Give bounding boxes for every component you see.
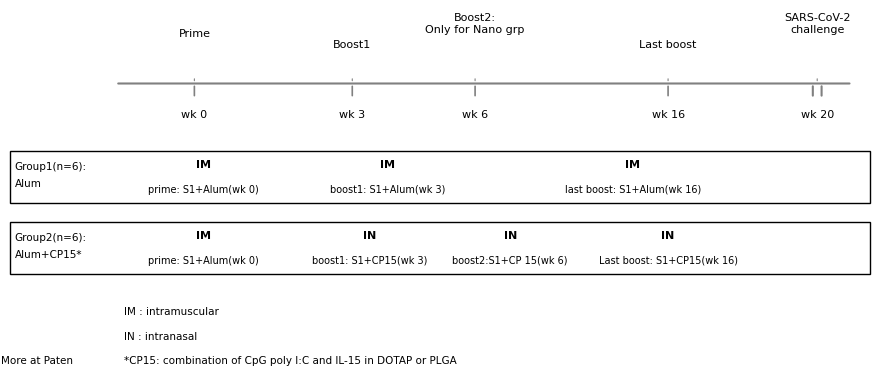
- Text: IM: IM: [380, 160, 395, 170]
- Text: wk 3: wk 3: [339, 110, 365, 120]
- Text: IM: IM: [626, 160, 641, 170]
- Text: IM: IM: [195, 231, 210, 241]
- Text: IM: IM: [195, 160, 210, 170]
- Text: Group2(n=6):: Group2(n=6):: [15, 233, 86, 243]
- Text: Boost2:
Only for Nano grp: Boost2: Only for Nano grp: [425, 14, 524, 35]
- Text: wk 0: wk 0: [181, 110, 208, 120]
- Text: boost1: S1+CP15(wk 3): boost1: S1+CP15(wk 3): [312, 256, 428, 266]
- Text: Alum: Alum: [15, 179, 41, 189]
- Text: prime: S1+Alum(wk 0): prime: S1+Alum(wk 0): [148, 185, 259, 195]
- Text: boost1: S1+Alum(wk 3): boost1: S1+Alum(wk 3): [330, 185, 445, 195]
- Text: Boost1: Boost1: [334, 40, 371, 50]
- Text: Group1(n=6):: Group1(n=6):: [15, 162, 86, 173]
- Text: Alum+CP15*: Alum+CP15*: [15, 250, 82, 260]
- Text: wk 16: wk 16: [651, 110, 685, 120]
- Text: IN: IN: [363, 231, 377, 241]
- Text: boost2:S1+CP 15(wk 6): boost2:S1+CP 15(wk 6): [452, 256, 568, 266]
- Text: wk 6: wk 6: [462, 110, 488, 120]
- Text: IN: IN: [662, 231, 675, 241]
- Text: IN: IN: [503, 231, 517, 241]
- Text: Last boost: S1+CP15(wk 16): Last boost: S1+CP15(wk 16): [598, 256, 737, 266]
- FancyBboxPatch shape: [11, 221, 869, 274]
- Text: prime: S1+Alum(wk 0): prime: S1+Alum(wk 0): [148, 256, 259, 266]
- Text: IN : intranasal: IN : intranasal: [124, 332, 197, 342]
- Text: last boost: S1+Alum(wk 16): last boost: S1+Alum(wk 16): [565, 185, 701, 195]
- Text: wk 20: wk 20: [801, 110, 834, 120]
- Text: *CP15: combination of CpG poly I:C and IL-15 in DOTAP or PLGA: *CP15: combination of CpG poly I:C and I…: [124, 356, 457, 366]
- Text: SARS-CoV-2
challenge: SARS-CoV-2 challenge: [784, 14, 850, 35]
- FancyBboxPatch shape: [11, 151, 869, 203]
- Text: Prime: Prime: [179, 29, 210, 39]
- Text: IM : intramuscular: IM : intramuscular: [124, 308, 219, 317]
- Text: Last boost: Last boost: [640, 40, 697, 50]
- Text: More at Paten: More at Paten: [2, 356, 73, 366]
